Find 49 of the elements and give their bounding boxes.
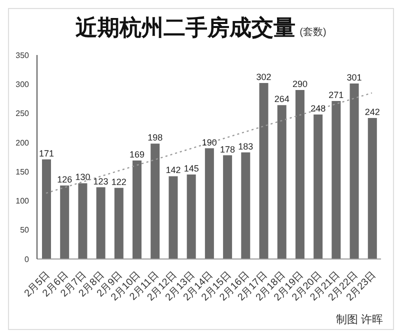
bar xyxy=(60,186,70,259)
data-label: 171 xyxy=(38,148,54,158)
data-label: 264 xyxy=(274,94,290,104)
data-label: 126 xyxy=(57,174,72,185)
data-label: 169 xyxy=(130,149,145,160)
data-label: 145 xyxy=(184,163,199,174)
data-label: 190 xyxy=(202,137,217,148)
bar xyxy=(204,148,214,259)
data-label: 302 xyxy=(256,72,272,82)
y-tick-label: 100 xyxy=(16,196,30,206)
data-label: 142 xyxy=(166,165,181,176)
y-tick-label: 50 xyxy=(20,226,30,235)
y-tick-label: 250 xyxy=(16,109,30,118)
y-tick-label: 300 xyxy=(16,80,30,89)
chart-subtitle: (套数) xyxy=(300,27,326,38)
bar xyxy=(259,82,268,259)
data-label: 198 xyxy=(148,132,163,143)
bar xyxy=(132,160,142,259)
bar xyxy=(223,155,232,259)
bar xyxy=(78,183,88,259)
y-tick-label: 200 xyxy=(16,138,30,148)
data-label: 301 xyxy=(346,72,362,83)
bar xyxy=(314,114,323,259)
data-label: 290 xyxy=(292,78,308,89)
chart-title: 近期杭州二手房成交量 xyxy=(76,15,296,40)
data-label: 122 xyxy=(111,176,126,187)
y-tick-label: 150 xyxy=(16,167,30,176)
bar xyxy=(42,159,51,259)
data-label: 248 xyxy=(310,103,326,114)
data-label: 178 xyxy=(220,144,236,154)
data-label: 130 xyxy=(75,172,90,182)
y-tick-label: 0 xyxy=(24,254,30,264)
bar xyxy=(241,152,250,259)
bar xyxy=(114,188,124,259)
bar xyxy=(295,90,304,259)
bar xyxy=(150,144,160,259)
bar xyxy=(350,84,359,259)
text: 制图 许晖 xyxy=(336,313,383,327)
bar xyxy=(186,174,196,259)
bar xyxy=(277,105,286,259)
data-label: 123 xyxy=(93,176,108,186)
bar xyxy=(332,101,341,259)
data-label: 242 xyxy=(364,106,380,117)
bar xyxy=(96,187,106,259)
data-label: 271 xyxy=(328,90,344,100)
y-tick-label: 350 xyxy=(16,50,30,60)
data-label: 183 xyxy=(238,141,254,152)
bar xyxy=(368,118,377,259)
bar xyxy=(168,176,178,259)
